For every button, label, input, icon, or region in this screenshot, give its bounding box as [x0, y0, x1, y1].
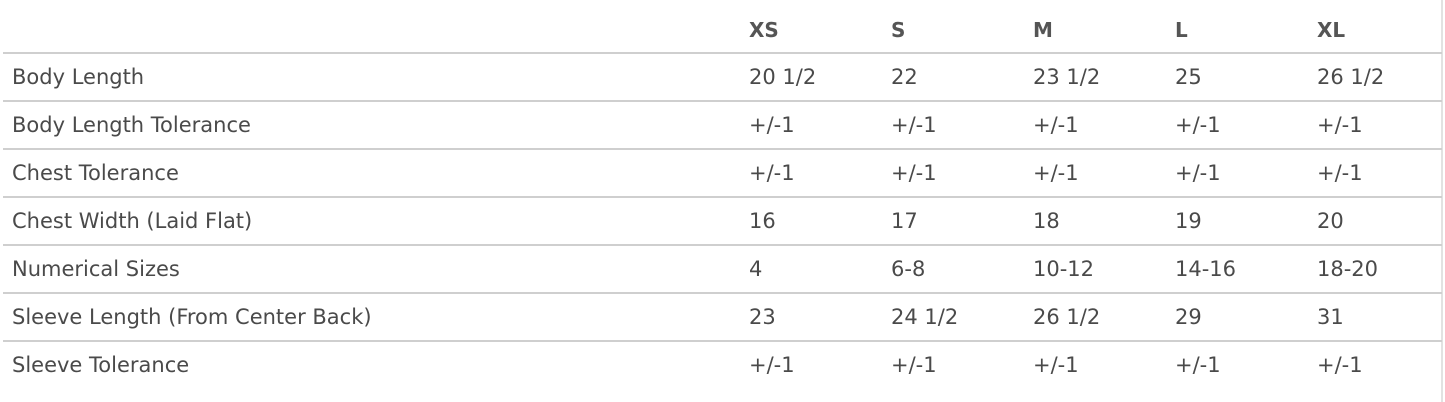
- header-cell-s: S: [891, 8, 1033, 54]
- row-label: Sleeve Tolerance: [12, 353, 190, 377]
- size-value-cell: +/-1: [1317, 149, 1442, 198]
- size-value-cell: +/-1: [1317, 353, 1363, 377]
- header-row: XS S M L XL: [3, 8, 1442, 54]
- header-cell-xs: XS: [749, 8, 891, 54]
- row-label: Numerical Sizes: [3, 245, 749, 294]
- size-value-cell: 23: [749, 293, 891, 342]
- size-value-cell: 23 1/2: [1033, 53, 1175, 102]
- table-row: Body Length 20 1/2 22 23 1/2 25 26 1/2: [3, 53, 1442, 102]
- header-cell-empty: [3, 8, 749, 54]
- size-value-cell: +/-1: [891, 353, 937, 377]
- size-value-cell: 18: [1033, 197, 1175, 246]
- size-value-cell: +/-1: [891, 101, 1033, 150]
- size-value-cell: 25: [1175, 53, 1317, 102]
- size-value-cell: 6-8: [891, 245, 1033, 294]
- table-row: Sleeve Length (From Center Back) 23 24 1/2…: [3, 293, 1442, 342]
- size-value-cell: +/-1: [749, 101, 891, 150]
- size-value-cell: 17: [891, 197, 1033, 246]
- table-row: Chest Tolerance +/-1 +/-1 +/-1 +/-1 +/-1: [3, 149, 1442, 198]
- header-cell-xl: XL: [1317, 8, 1442, 54]
- size-value-cell: +/-1: [1175, 353, 1221, 377]
- size-value-cell: 31: [1317, 293, 1442, 342]
- table-row: Numerical Sizes 4 6-8 10-12 14-16 18-20: [3, 245, 1442, 294]
- row-label: Body Length Tolerance: [3, 101, 749, 150]
- row-label: Sleeve Length (From Center Back): [3, 293, 749, 342]
- size-value-cell: 26 1/2: [1317, 53, 1442, 102]
- size-chart-table: XS S M L XL Body Length 20 1/2 22 23 1/2 25 2…: [3, 8, 1442, 388]
- header-cell-l: L: [1175, 8, 1317, 54]
- size-value-cell: +/-1: [1175, 149, 1317, 198]
- row-label: Chest Tolerance: [3, 149, 749, 198]
- row-label: Body Length: [3, 53, 749, 102]
- row-label: Chest Width (Laid Flat): [3, 197, 749, 246]
- size-value-cell: 20: [1317, 197, 1442, 246]
- table-row: Sleeve Tolerance +/-1 +/-1 +/-1 +/-1 +/-1: [3, 341, 1442, 388]
- right-border: [1441, 0, 1443, 402]
- size-value-cell: 4: [749, 245, 891, 294]
- size-value-cell: 19: [1175, 197, 1317, 246]
- header-cell-m: M: [1033, 8, 1175, 54]
- size-value-cell: 10-12: [1033, 245, 1175, 294]
- size-value-cell: +/-1: [1033, 149, 1175, 198]
- size-value-cell: +/-1: [891, 149, 1033, 198]
- table-row: Body Length Tolerance +/-1 +/-1 +/-1 +/-1 +/-…: [3, 101, 1442, 150]
- size-value-cell: 18-20: [1317, 245, 1442, 294]
- size-value-cell: +/-1: [1175, 101, 1317, 150]
- size-value-cell: +/-1: [749, 353, 795, 377]
- size-value-cell: 16: [749, 197, 891, 246]
- size-value-cell: 24 1/2: [891, 293, 1033, 342]
- size-value-cell: 22: [891, 53, 1033, 102]
- size-value-cell: 14-16: [1175, 245, 1317, 294]
- size-value-cell: 20 1/2: [749, 53, 891, 102]
- size-value-cell: +/-1: [749, 149, 891, 198]
- size-value-cell: 29: [1175, 293, 1317, 342]
- size-value-cell: +/-1: [1317, 101, 1442, 150]
- size-value-cell: +/-1: [1033, 353, 1079, 377]
- size-value-cell: +/-1: [1033, 101, 1175, 150]
- size-value-cell: 26 1/2: [1033, 293, 1175, 342]
- table-row: Chest Width (Laid Flat) 16 17 18 19 20: [3, 197, 1442, 246]
